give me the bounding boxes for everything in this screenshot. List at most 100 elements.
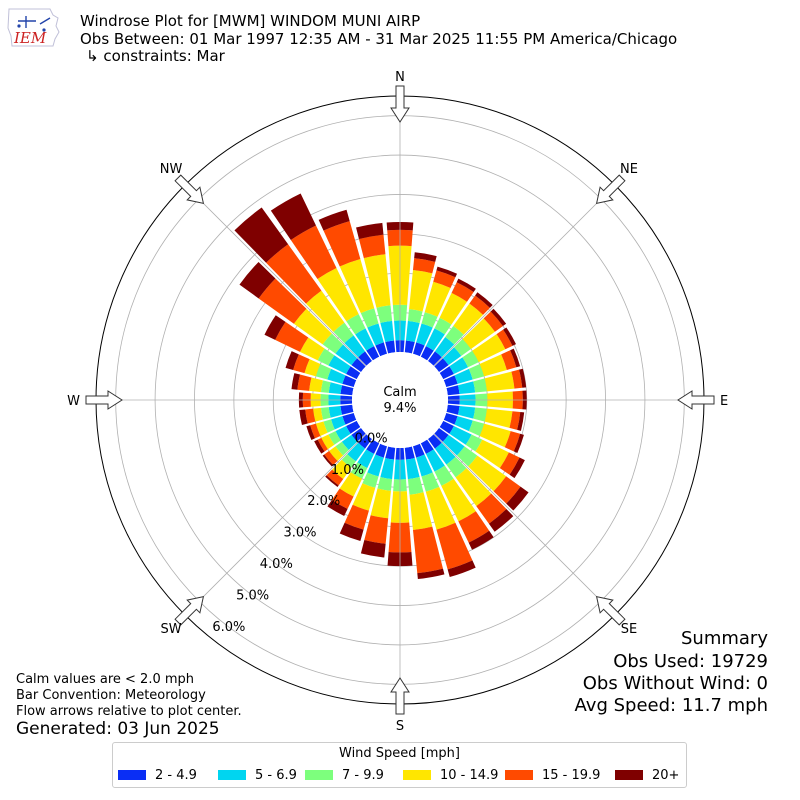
windrose-bar-segment xyxy=(270,193,316,240)
windrose-bar-segment xyxy=(442,347,462,366)
windrose-bar-segment xyxy=(325,475,339,487)
windrose-bar-segment xyxy=(346,314,366,335)
windrose-bar-segment xyxy=(453,303,484,335)
windrose-bar-segment xyxy=(441,478,476,522)
windrose-bar-segment xyxy=(420,346,434,361)
windrose-bar-segment xyxy=(409,269,433,312)
windrose-bar-segment xyxy=(362,472,379,488)
windrose-bar-segment xyxy=(404,446,415,460)
windrose-bar-segment xyxy=(417,568,445,580)
flow-arrows-note: Flow arrows relative to plot center. xyxy=(16,704,242,719)
windrose-bar-segment xyxy=(412,526,443,574)
windrose-bar-segment xyxy=(313,407,323,422)
windrose-bar-segment xyxy=(317,437,328,452)
windrose-bar-segment xyxy=(428,351,442,366)
windrose-bar-segment xyxy=(322,454,334,467)
windrose-bar-segment xyxy=(446,456,467,478)
windrose-bar-segment xyxy=(310,423,321,439)
windrose-bar-segment xyxy=(314,439,325,454)
windrose-bar-segment xyxy=(434,317,452,335)
grid-spoke xyxy=(184,184,367,367)
windrose-bar-segment xyxy=(266,244,322,304)
windrose-bar-segment xyxy=(457,381,476,395)
windrose-bar-segment xyxy=(454,338,471,356)
windrose-bar-segment xyxy=(468,364,485,380)
windrose-bar-segment xyxy=(404,340,415,354)
windrose-bar-segment xyxy=(499,452,520,475)
windrose-bar-segment xyxy=(328,431,341,445)
windrose-bar-segment xyxy=(457,405,476,419)
legend-label: 5 - 6.9 xyxy=(255,767,297,783)
flow-arrow xyxy=(174,595,205,626)
windrose-bar-segment xyxy=(315,421,328,436)
windrose-bar-segment xyxy=(346,366,361,380)
windrose-bar-segment xyxy=(380,457,395,480)
windrose-bar-segment xyxy=(504,431,521,452)
compass-label-nw: NW xyxy=(160,162,183,177)
compass-label-n: N xyxy=(395,70,405,85)
windrose-bar-segment xyxy=(323,419,335,433)
windrose-bar-segment xyxy=(352,483,376,511)
windrose-bar-segment xyxy=(342,375,357,388)
windrose-bar-segment xyxy=(339,472,363,497)
windrose-bar-segment xyxy=(304,359,321,377)
windrose-bar-segment xyxy=(511,369,523,389)
legend-swatch xyxy=(403,770,431,780)
windrose-bar-segment xyxy=(290,225,337,280)
windrose-bar-segment xyxy=(293,354,310,374)
windrose-bar-segment xyxy=(421,472,440,492)
grid-spoke xyxy=(433,184,616,367)
flow-arrow xyxy=(677,390,715,410)
windrose-bar-segment xyxy=(366,439,380,454)
windrose-bar-segment xyxy=(473,407,487,422)
windrose-bar-segment xyxy=(451,282,474,302)
windrose-bar-segment xyxy=(323,221,361,267)
summary-heading: Summary xyxy=(681,628,768,649)
legend-item: 7 - 9.9 xyxy=(305,767,384,783)
windrose-bar-segment xyxy=(421,312,438,328)
windrose-bar-segment xyxy=(434,465,454,486)
compass-labels: N NE E SE S SW W NW xyxy=(67,70,728,734)
generated-date: Generated: 03 Jun 2025 xyxy=(16,719,220,739)
windrose-bar-segment xyxy=(377,477,393,491)
flow-arrow xyxy=(595,174,626,205)
windrose-bar-segment xyxy=(428,434,442,449)
windrose-bar-segment xyxy=(517,412,525,431)
windrose-bar-segment xyxy=(275,321,309,352)
windrose-bar-segment xyxy=(447,560,476,578)
windrose-bar-segment xyxy=(324,450,338,466)
windrose-bar-segment xyxy=(385,446,396,460)
windrose-bar-segment xyxy=(346,420,361,434)
windrose-bar-segment xyxy=(339,259,375,314)
windrose-bar-segment xyxy=(333,322,354,344)
radial-tick-label: 2.0% xyxy=(307,494,340,509)
windrose-bar-segment xyxy=(309,377,323,393)
windrose-bar-segment xyxy=(479,423,511,448)
windrose-bar-segment xyxy=(380,320,395,343)
windrose-bar-segment xyxy=(462,350,479,368)
windrose-bar-segment xyxy=(317,348,335,366)
windrose-bar-segment xyxy=(342,412,357,425)
compass-label-e: E xyxy=(720,394,728,409)
windrose-bar-segment xyxy=(258,278,307,324)
windrose-bar-segment xyxy=(416,454,433,477)
windrose-bar-segment xyxy=(317,268,359,322)
legend-swatch xyxy=(305,770,333,780)
windrose-bar-segment xyxy=(490,308,507,327)
windrose-bar-segment xyxy=(412,443,425,458)
windrose-bar-segment xyxy=(322,333,344,354)
summary-avg-speed: Avg Speed: 11.7 mph xyxy=(574,695,768,716)
windrose-bar-segment xyxy=(439,292,467,325)
flow-arrow xyxy=(595,595,626,626)
windrose-bar-segment xyxy=(344,504,369,530)
windrose-bar-segment xyxy=(321,434,335,450)
windrose-bar-segment xyxy=(445,325,464,345)
windrose-bar-segment xyxy=(264,315,286,340)
windrose-bar-segment xyxy=(351,358,366,372)
windrose-bar-segment xyxy=(344,335,366,358)
windrose-bar-segment xyxy=(335,425,351,441)
chart-subtitle-constraints: ↳ constraints: Mar xyxy=(86,47,225,65)
windrose-bar-segment xyxy=(341,454,356,468)
windrose-bar-segment xyxy=(340,385,354,396)
